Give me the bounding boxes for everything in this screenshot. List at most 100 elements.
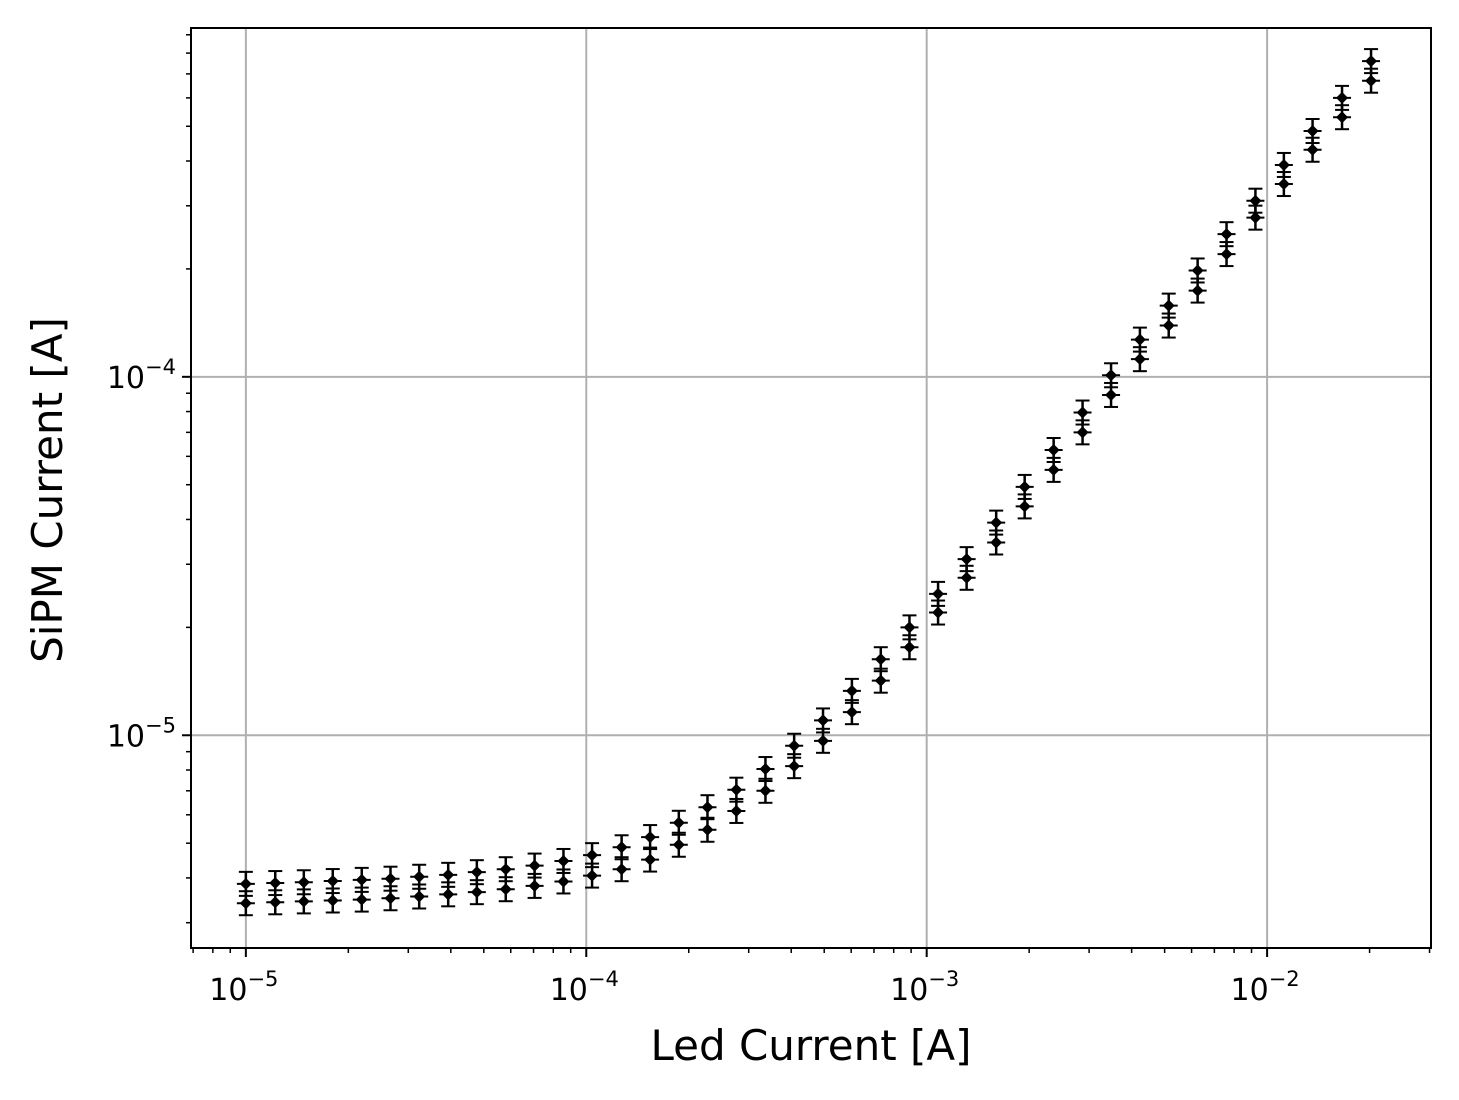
data-point [381, 865, 400, 892]
diamond-marker [1133, 333, 1146, 346]
diamond-marker [586, 849, 599, 862]
diamond-marker [1306, 125, 1319, 138]
x-tick-label: 10−5 [209, 967, 278, 1008]
diamond-marker [817, 714, 830, 727]
plot-frame [190, 27, 1432, 949]
diamond-marker [1191, 284, 1204, 297]
x-tick-label: 10−4 [550, 967, 619, 1008]
diamond-marker [759, 784, 772, 797]
diamond-marker [701, 823, 714, 836]
y-tick-base: 10 [107, 361, 145, 396]
diamond-marker [1249, 211, 1262, 224]
diamond-marker [1249, 194, 1262, 207]
x-axis-title: Led Current [A] [650, 1021, 971, 1070]
data-point [1102, 362, 1121, 389]
diamond-marker [326, 894, 339, 907]
diamond-marker [326, 875, 339, 888]
data-point [1217, 221, 1236, 248]
x-tick-exponent: −5 [247, 967, 278, 991]
y-tick-exponent: −4 [145, 355, 176, 379]
data-point [1188, 257, 1207, 284]
diamond-marker [1220, 248, 1233, 261]
diamond-marker [1076, 426, 1089, 439]
diamond-marker [903, 621, 916, 634]
diamond-marker [1365, 55, 1378, 68]
diamond-marker [1306, 143, 1319, 156]
x-tick-label: 10−2 [1231, 967, 1300, 1008]
diamond-marker [442, 868, 455, 881]
diamond-marker [1220, 228, 1233, 241]
data-point [785, 732, 804, 759]
data-point [236, 870, 255, 897]
data-point [496, 856, 515, 883]
diamond-marker [903, 641, 916, 654]
y-tick-label: 10−5 [107, 713, 176, 754]
diamond-marker [845, 706, 858, 719]
diamond-marker [672, 816, 685, 829]
diamond-marker [874, 674, 887, 687]
diamond-marker [384, 892, 397, 905]
data-point [957, 546, 976, 573]
diamond-marker [1365, 74, 1378, 87]
diamond-marker [730, 804, 743, 817]
data-point [756, 777, 775, 804]
diamond-marker [1047, 443, 1060, 456]
data-point [583, 842, 602, 869]
y-tick-label: 10−4 [107, 355, 176, 396]
diamond-marker [817, 734, 830, 747]
data-point [554, 847, 573, 874]
diamond-marker [1191, 264, 1204, 277]
data-point [525, 852, 544, 879]
diamond-marker [269, 896, 282, 909]
major-ticks [182, 375, 1269, 957]
diamond-marker [1162, 319, 1175, 332]
diamond-marker [528, 879, 541, 892]
diamond-marker [413, 870, 426, 883]
diamond-marker [932, 606, 945, 619]
data-point [641, 824, 660, 851]
y-axis-title: SiPM Current [A] [23, 317, 72, 663]
diamond-marker [701, 801, 714, 814]
x-tick-base: 10 [1231, 973, 1269, 1008]
data-point [1102, 381, 1121, 408]
diamond-marker [960, 571, 973, 584]
data-point [236, 890, 255, 917]
data-point [1362, 48, 1381, 75]
data-point [1274, 171, 1293, 198]
data-point [1246, 187, 1265, 214]
diamond-marker [874, 653, 887, 666]
data-point [439, 861, 458, 888]
data-point [1333, 84, 1352, 111]
data-point [698, 816, 717, 843]
diamond-marker [1076, 406, 1089, 419]
data-point [1073, 399, 1092, 426]
data-point [871, 667, 890, 694]
x-tick-exponent: −2 [1269, 967, 1300, 991]
x-tick-base: 10 [890, 973, 928, 1008]
data-point [1044, 436, 1063, 463]
diamond-marker [1277, 178, 1290, 191]
diamond-marker [615, 863, 628, 876]
diamond-marker [470, 866, 483, 879]
data-point [612, 834, 631, 861]
diamond-marker [615, 841, 628, 854]
diamond-marker [239, 877, 252, 890]
grid [191, 28, 1431, 948]
data-point [323, 868, 342, 895]
data-point [410, 863, 429, 890]
data-points [236, 48, 1381, 917]
data-point [842, 677, 861, 704]
x-tick-label: 10−3 [890, 967, 959, 1008]
diamond-marker [384, 872, 397, 885]
diamond-marker [413, 890, 426, 903]
diamond-marker [1047, 463, 1060, 476]
x-tick-exponent: −3 [928, 967, 959, 991]
data-point [900, 614, 919, 641]
data-point [756, 756, 775, 783]
diamond-marker [269, 877, 282, 890]
diamond-marker [990, 536, 1003, 549]
data-point [727, 776, 746, 803]
diamond-marker [672, 838, 685, 851]
diamond-marker [1018, 480, 1031, 493]
